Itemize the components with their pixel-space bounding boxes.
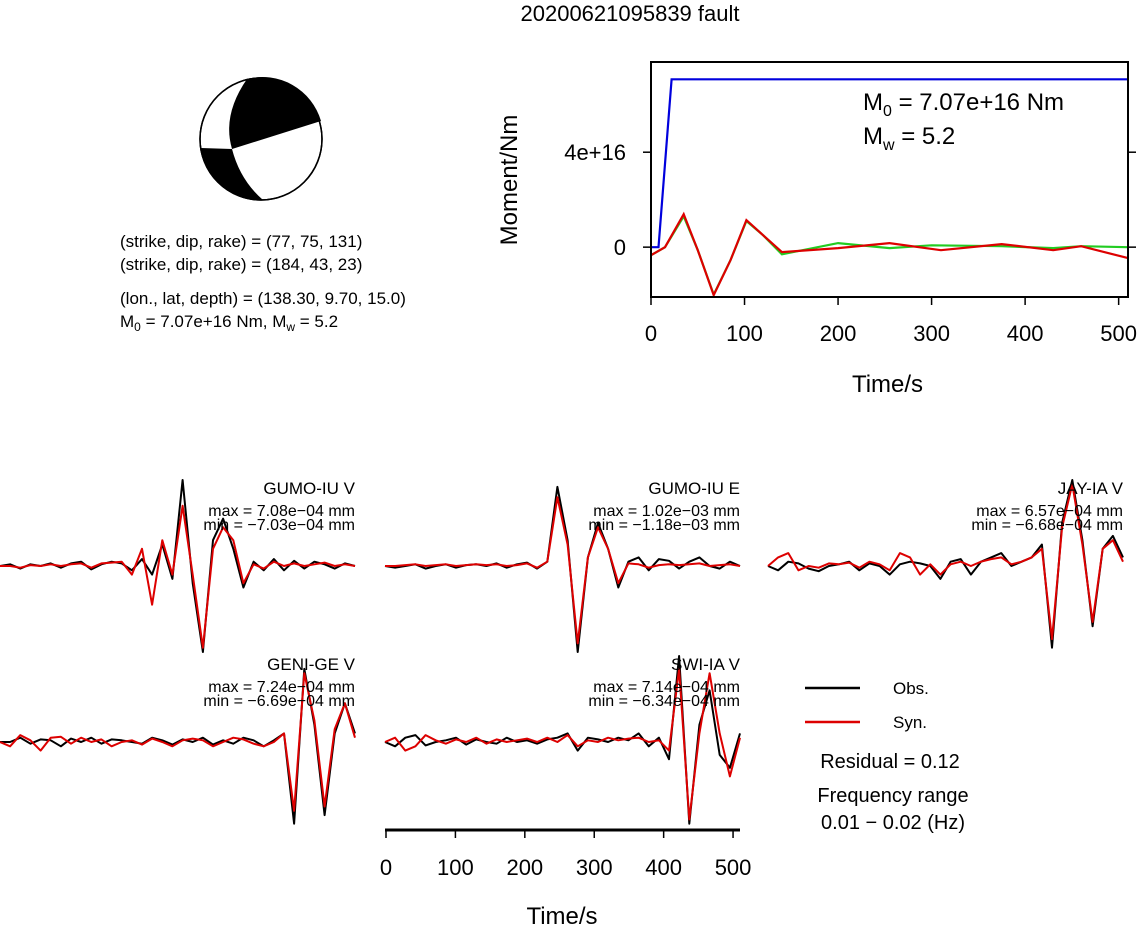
station-label: GUMO-IU E xyxy=(648,479,740,498)
series-line xyxy=(650,213,1129,298)
x-tick-label: 200 xyxy=(820,321,857,346)
max-label: max = 1.02e−03 mm xyxy=(593,503,740,520)
series-line xyxy=(651,78,1128,249)
x-tick-label: 0 xyxy=(645,321,657,346)
x-axis-label: Time/s xyxy=(852,371,923,398)
min-label: min = −7.03e−04 mm xyxy=(203,517,355,534)
plot-frame xyxy=(650,61,1129,298)
x-tick-label: 100 xyxy=(437,855,474,880)
beachball xyxy=(199,77,323,201)
residual: Residual = 0.12 xyxy=(820,751,960,773)
mechanism-line: (strike, dip, rake) = (184, 43, 23) xyxy=(120,255,362,274)
series-line xyxy=(650,211,1129,298)
x-tick-label: 500 xyxy=(1100,321,1137,346)
annotation-sub: w xyxy=(882,137,895,154)
station-label: GENI-GE V xyxy=(267,655,356,674)
x-tick-label: 100 xyxy=(726,321,763,346)
x-tick-label: 400 xyxy=(645,855,682,880)
legend-label: Syn. xyxy=(893,713,927,732)
syn-trace xyxy=(384,667,741,821)
x-tick-label: 0 xyxy=(380,855,392,880)
x-tick-label: 300 xyxy=(576,855,613,880)
annotation-sub: 0 xyxy=(883,103,892,120)
syn-trace xyxy=(0,672,356,812)
max-label: max = 7.14e−04 mm xyxy=(593,679,740,696)
min-label: min = −6.68e−04 mm xyxy=(971,517,1123,534)
syn-trace xyxy=(767,483,1124,641)
freq-title: Frequency range xyxy=(817,785,968,807)
y-tick-label: 4e+16 xyxy=(564,140,626,165)
annotation-part: = 5.2 xyxy=(895,123,956,150)
x-tick-label: 300 xyxy=(913,321,950,346)
min-label: min = −6.34e−04 mm xyxy=(588,693,740,710)
x-tick-label: 500 xyxy=(715,855,752,880)
legend-label: Obs. xyxy=(893,679,929,698)
x-axis-label: Time/s xyxy=(526,903,597,927)
annotation-part: = 7.07e+16 Nm xyxy=(892,89,1064,116)
annotation-part: M xyxy=(863,89,883,116)
station-label: JAY-IA V xyxy=(1058,479,1124,498)
syn-trace xyxy=(0,504,356,649)
max-label: max = 6.57e−04 mm xyxy=(976,503,1123,520)
annotation: Mw = 5.2 xyxy=(863,123,955,154)
station-label: GUMO-IU V xyxy=(263,479,355,498)
min-label: min = −6.69e−04 mm xyxy=(203,693,355,710)
x-tick-label: 200 xyxy=(506,855,543,880)
annotation-part: M xyxy=(863,123,883,150)
y-axis-label: Moment/Nm xyxy=(496,115,523,246)
syn-trace xyxy=(385,496,741,645)
moment-summary: M0 = 7.07e+16 Nm, Mw = 5.2 xyxy=(120,312,338,334)
station-label: SWI-IA V xyxy=(671,655,741,674)
mechanism-line: (strike, dip, rake) = (77, 75, 131) xyxy=(120,232,362,251)
figure-title: 20200621095839 fault xyxy=(521,1,740,26)
y-tick-label: 0 xyxy=(614,235,626,260)
max-label: max = 7.24e−04 mm xyxy=(208,679,355,696)
mechanism-line: (lon., lat, depth) = (138.30, 9.70, 15.0… xyxy=(120,289,406,308)
max-label: max = 7.08e−04 mm xyxy=(208,503,355,520)
freq-range: 0.01 − 0.02 (Hz) xyxy=(821,812,965,834)
min-label: min = −1.18e−03 mm xyxy=(588,517,740,534)
x-tick-label: 400 xyxy=(1007,321,1044,346)
obs-trace xyxy=(0,479,356,653)
annotation: M0 = 7.07e+16 Nm xyxy=(863,89,1064,120)
